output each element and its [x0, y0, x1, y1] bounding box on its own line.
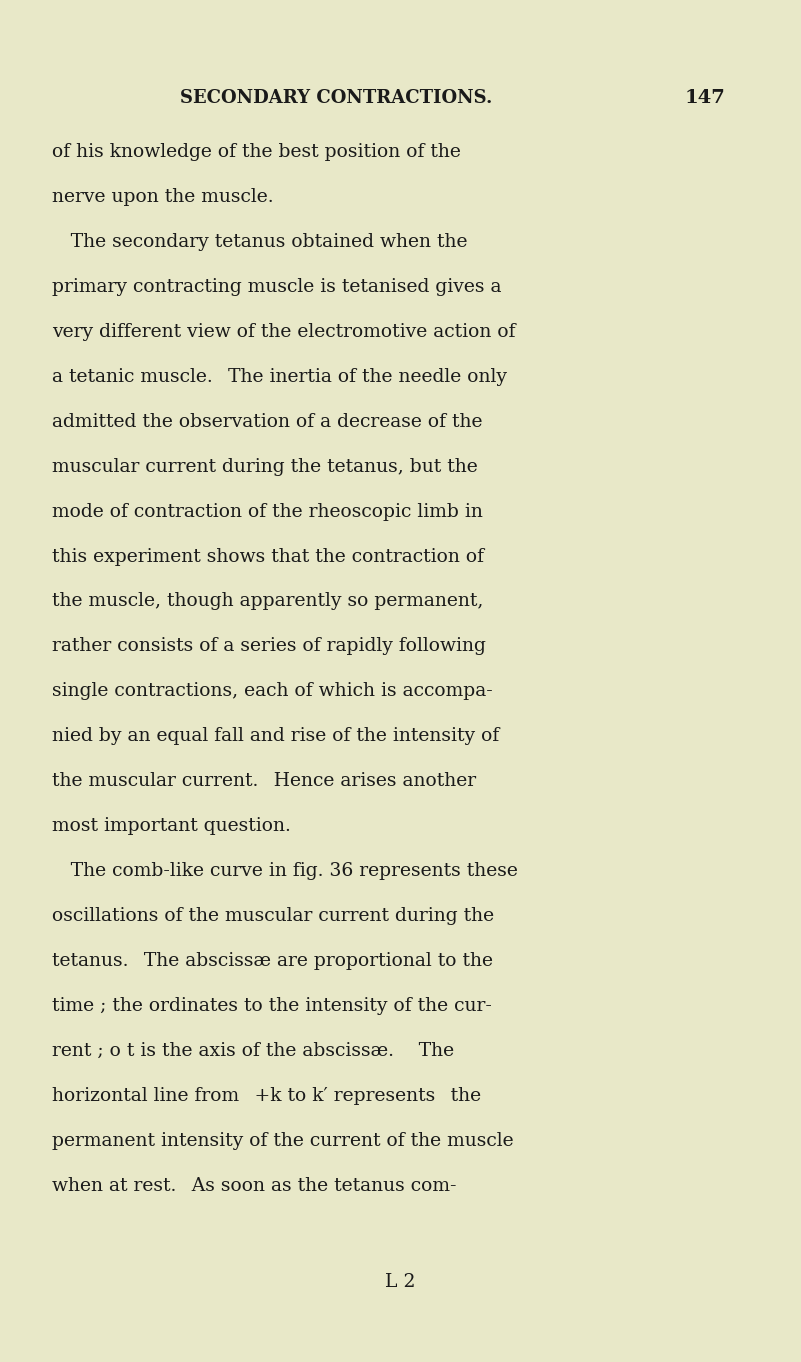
Text: very different view of the electromotive action of: very different view of the electromotive… [52, 323, 516, 340]
Text: horizontal line from  +k to k′ represents  the: horizontal line from +k to k′ represents… [52, 1087, 481, 1105]
Text: permanent intensity of the current of the muscle: permanent intensity of the current of th… [52, 1132, 513, 1150]
Text: the muscle, though apparently so permanent,: the muscle, though apparently so permane… [52, 592, 484, 610]
Text: time ; the ordinates to the intensity of the cur-: time ; the ordinates to the intensity of… [52, 997, 492, 1015]
Text: SECONDARY CONTRACTIONS.: SECONDARY CONTRACTIONS. [180, 89, 493, 106]
Text: 147: 147 [685, 89, 725, 106]
Text: rather consists of a series of rapidly following: rather consists of a series of rapidly f… [52, 637, 486, 655]
Text: when at rest.  As soon as the tetanus com-: when at rest. As soon as the tetanus com… [52, 1177, 457, 1194]
Text: oscillations of the muscular current during the: oscillations of the muscular current dur… [52, 907, 494, 925]
Text: L 2: L 2 [385, 1273, 416, 1291]
Text: muscular current during the tetanus, but the: muscular current during the tetanus, but… [52, 458, 478, 475]
Text: primary contracting muscle is tetanised gives a: primary contracting muscle is tetanised … [52, 278, 501, 296]
Text: a tetanic muscle.  The inertia of the needle only: a tetanic muscle. The inertia of the nee… [52, 368, 507, 385]
Text: rent ; o t is the axis of the abscissæ.   The: rent ; o t is the axis of the abscissæ. … [52, 1042, 454, 1060]
Text: The comb-like curve in fig. 36 represents these: The comb-like curve in fig. 36 represent… [52, 862, 518, 880]
Text: this experiment shows that the contraction of: this experiment shows that the contracti… [52, 548, 484, 565]
Text: tetanus.  The abscissæ are proportional to the: tetanus. The abscissæ are proportional t… [52, 952, 493, 970]
Text: single contractions, each of which is accompa-: single contractions, each of which is ac… [52, 682, 493, 700]
Text: most important question.: most important question. [52, 817, 291, 835]
Text: The secondary tetanus obtained when the: The secondary tetanus obtained when the [52, 233, 468, 251]
Text: of his knowledge of the best position of the: of his knowledge of the best position of… [52, 143, 461, 161]
Text: nied by an equal fall and rise of the intensity of: nied by an equal fall and rise of the in… [52, 727, 499, 745]
Text: the muscular current.  Hence arises another: the muscular current. Hence arises anoth… [52, 772, 476, 790]
Text: nerve upon the muscle.: nerve upon the muscle. [52, 188, 274, 206]
Text: admitted the observation of a decrease of the: admitted the observation of a decrease o… [52, 413, 482, 430]
Text: mode of contraction of the rheoscopic limb in: mode of contraction of the rheoscopic li… [52, 503, 483, 520]
